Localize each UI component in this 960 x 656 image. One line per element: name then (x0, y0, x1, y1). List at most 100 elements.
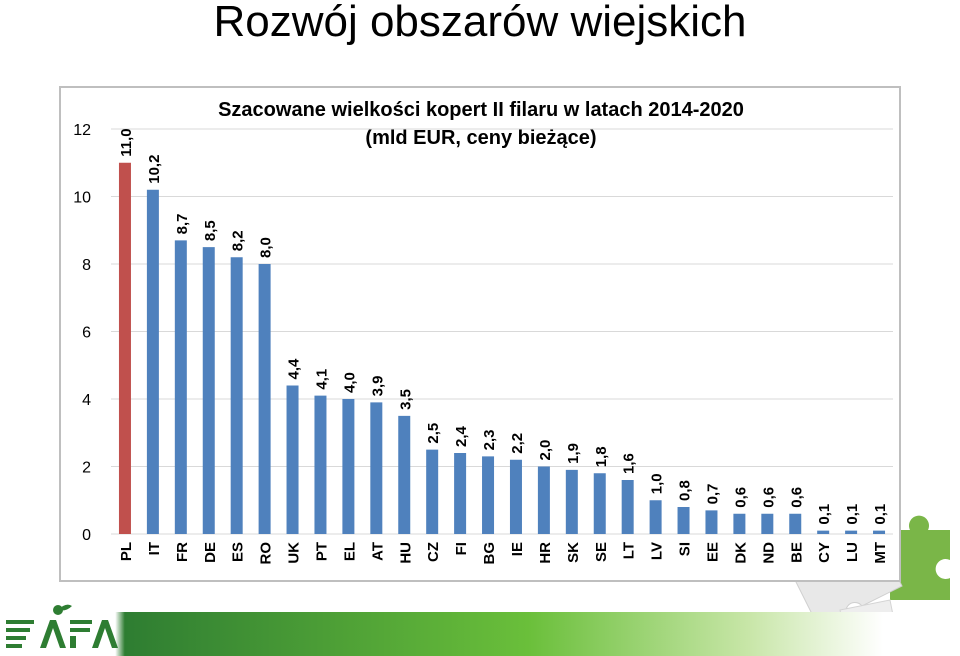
bar-ie (509, 459, 522, 534)
value-label-se: 1,8 (593, 446, 610, 467)
value-label-fi: 2,4 (453, 425, 470, 447)
x-tick-label-hu: HU (397, 542, 414, 564)
x-tick-label-nd: ND (760, 542, 777, 564)
bar-pl (118, 162, 131, 534)
x-tick-label-at: AT (369, 542, 386, 561)
bar-hr (537, 466, 550, 534)
x-tick-label-si: SI (677, 542, 694, 556)
footer-bar (0, 612, 960, 656)
value-label-sk: 1,9 (565, 443, 582, 464)
value-label-at: 3,9 (369, 376, 386, 397)
y-tick-label: 12 (73, 122, 91, 139)
value-label-fr: 8,7 (174, 214, 191, 235)
y-tick-label: 8 (82, 257, 91, 274)
bar-cy (817, 530, 830, 534)
bar-pt (314, 395, 327, 534)
bar-it (146, 189, 159, 534)
y-axis-ticks: 0 2 4 6 8 10 12 (73, 122, 91, 544)
bar-es (230, 257, 243, 534)
bar-lv (649, 500, 662, 534)
bar-sk (565, 469, 578, 534)
value-label-uk: 4,4 (286, 358, 303, 380)
bar-bg (482, 456, 495, 534)
value-label-be: 0,6 (788, 487, 805, 508)
value-label-pl: 11,0 (118, 128, 135, 156)
bar-mt (873, 530, 886, 534)
bar-fr (174, 240, 187, 534)
value-label-mt: 0,1 (872, 504, 889, 525)
x-tick-label-pt: PT (313, 542, 330, 561)
value-label-lu: 0,1 (844, 504, 861, 525)
x-tick-label-sk: SK (565, 542, 582, 563)
x-tick-label-be: BE (788, 542, 805, 563)
bar-nd (761, 513, 774, 534)
x-tick-label-hr: HR (537, 542, 554, 564)
value-label-si: 0,8 (677, 480, 694, 501)
bar-fi (454, 453, 467, 534)
x-tick-label-mt: MT (872, 542, 889, 564)
bar-dk (733, 513, 746, 534)
bar-at (370, 402, 383, 534)
x-tick-label-pl: PL (118, 542, 135, 561)
bar-uk (286, 385, 299, 534)
bar-lu (845, 530, 858, 534)
x-tick-label-lu: LU (844, 542, 861, 562)
value-label-pt: 4,1 (313, 369, 330, 390)
x-tick-label-uk: UK (286, 542, 303, 564)
x-tick-label-se: SE (593, 542, 610, 562)
x-tick-label-ie: IE (509, 542, 526, 556)
x-tick-label-bg: BG (481, 542, 498, 565)
value-label-hu: 3,5 (397, 389, 414, 410)
value-label-ee: 0,7 (704, 484, 721, 505)
x-tick-label-el: EL (341, 542, 358, 561)
value-label-it: 10,2 (146, 155, 163, 184)
chart-frame: Szacowane wielkości kopert II filaru w l… (59, 86, 901, 582)
y-tick-label: 4 (82, 392, 91, 409)
x-tick-label-de: DE (202, 542, 219, 563)
bar-lt (621, 480, 634, 534)
value-label-nd: 0,6 (760, 487, 777, 508)
y-tick-label: 10 (73, 190, 91, 207)
x-tick-label-it: IT (146, 542, 163, 555)
x-tick-label-ro: RO (258, 542, 275, 565)
value-label-el: 4,0 (341, 372, 358, 393)
value-label-lt: 1,6 (621, 453, 638, 474)
value-label-bg: 2,3 (481, 430, 498, 451)
bars (118, 162, 886, 534)
bar-ro (258, 264, 271, 534)
bar-chart: Szacowane wielkości kopert II filaru w l… (73, 99, 893, 565)
value-label-lv: 1,0 (649, 473, 666, 494)
x-tick-label-dk: DK (732, 542, 749, 564)
x-tick-label-cy: CY (816, 542, 833, 563)
value-label-dk: 0,6 (732, 487, 749, 508)
fapa-logo (6, 604, 118, 648)
x-tick-label-lv: LV (649, 542, 666, 560)
value-label-de: 8,5 (202, 220, 219, 241)
y-tick-label: 0 (82, 527, 91, 544)
x-tick-label-ee: EE (704, 542, 721, 562)
x-tick-label-fi: FI (453, 542, 470, 555)
bar-cz (426, 449, 439, 534)
bar-hu (398, 415, 411, 534)
x-tick-label-es: ES (230, 542, 247, 562)
slide-title: Rozwój obszarów wiejskich (213, 0, 747, 46)
value-label-cz: 2,5 (425, 423, 442, 444)
value-labels: 11,0 10,2 8,7 8,5 8,2 8,0 4,4 4,1 4,0 3,9 3,5 2,5 2,… (118, 128, 889, 524)
bar-be (789, 513, 802, 534)
chart-subtitle: (mld EUR, ceny bieżące) (365, 127, 596, 149)
y-tick-label: 6 (82, 325, 91, 342)
bar-el (342, 399, 355, 534)
grid-lines (111, 128, 893, 535)
bar-se (593, 473, 606, 534)
bar-si (677, 507, 690, 534)
value-label-ie: 2,2 (509, 433, 526, 454)
x-tick-label-lt: LT (621, 542, 638, 559)
x-axis-ticks: PL IT FR DE ES RO UK PT EL AT HU CZ FI BG IE HR SK SE LT LV… (118, 542, 889, 565)
bar-ee (705, 510, 718, 534)
value-label-cy: 0,1 (816, 504, 833, 525)
value-label-hr: 2,0 (537, 440, 554, 461)
bar-de (202, 247, 215, 534)
y-tick-label: 2 (82, 460, 91, 477)
x-tick-label-fr: FR (174, 542, 191, 562)
